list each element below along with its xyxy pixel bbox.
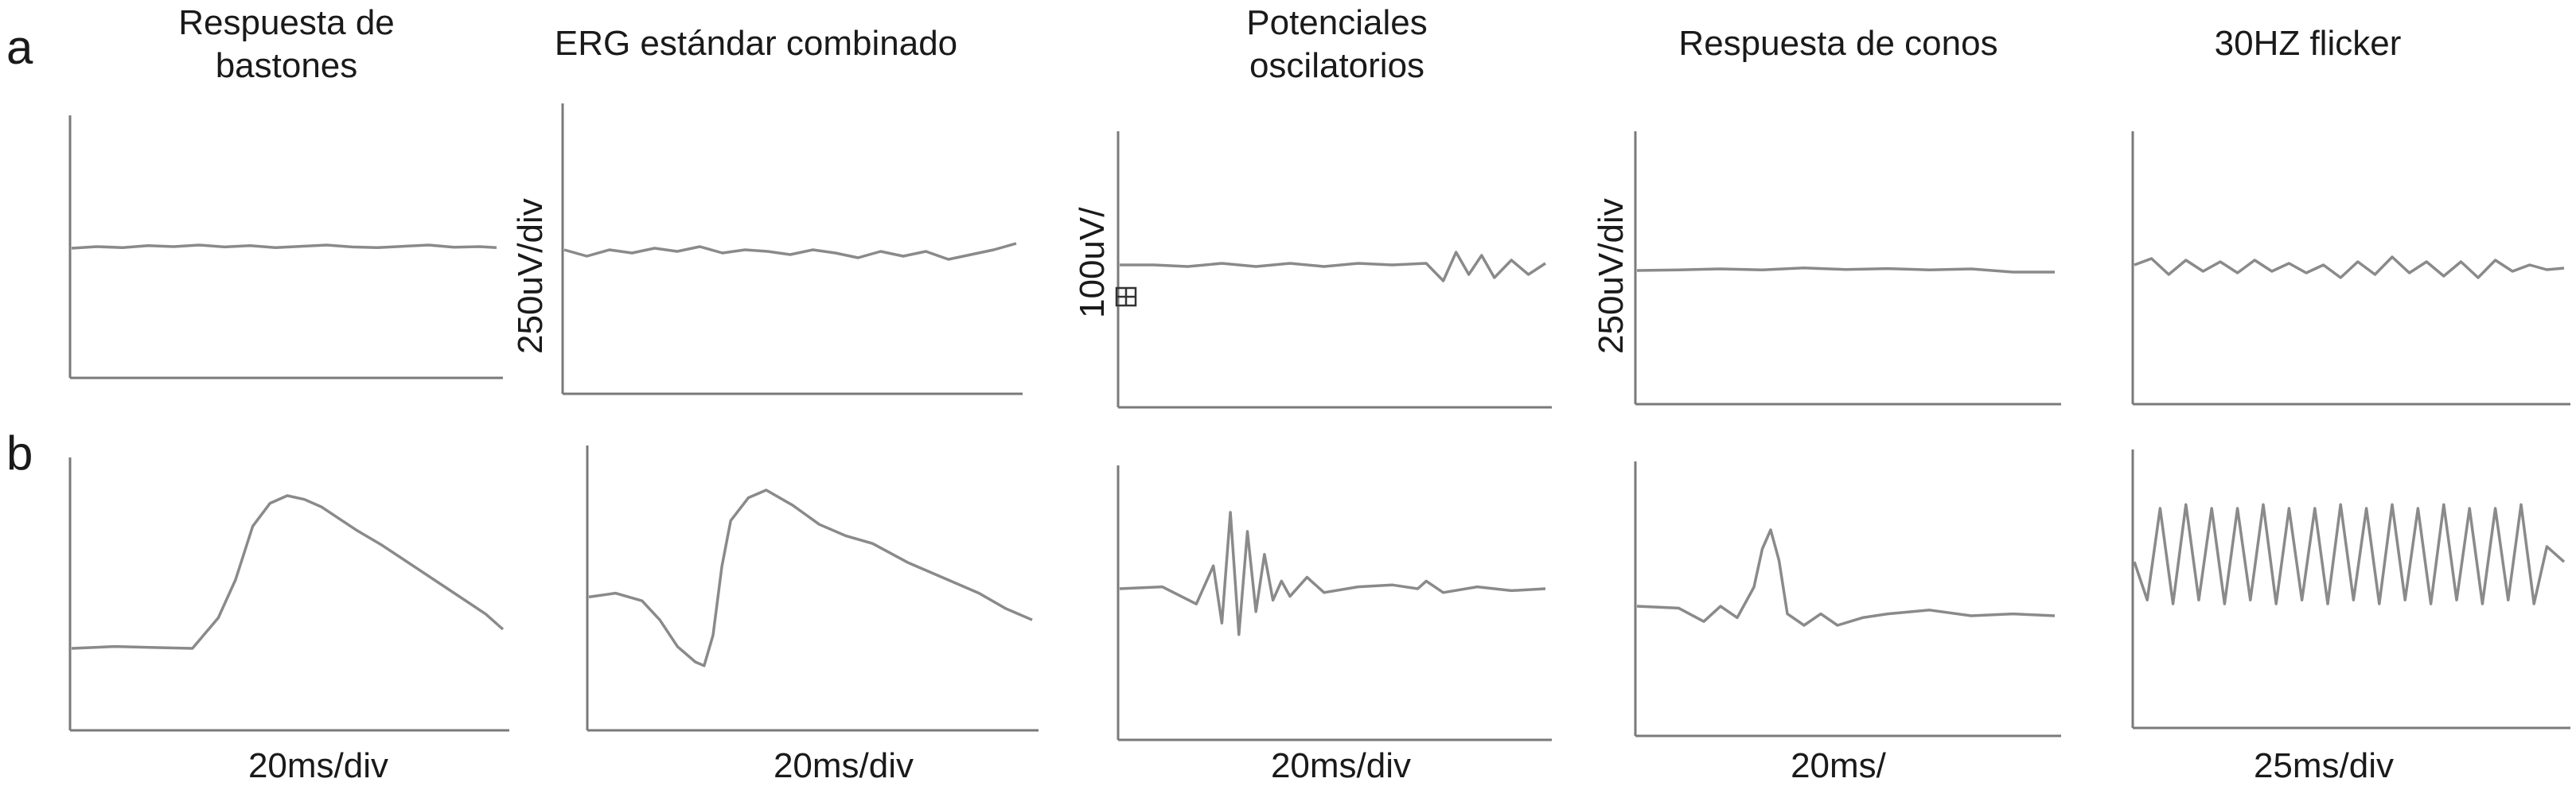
title-cones: Respuesta de conos	[1678, 24, 1998, 63]
title-oscillatory: Potenciales oscilatorios	[1246, 3, 1428, 85]
xlabel-cones: 20ms/	[1791, 746, 1886, 785]
trace-b-flicker	[2133, 503, 2566, 605]
trace-b-cones	[1636, 528, 2056, 627]
xlabel-flicker: 25ms/div	[2253, 746, 2395, 785]
marker-cross-icon	[1117, 288, 1136, 305]
title-combined: ERG estándar combinado	[554, 24, 958, 63]
xlabel-combined: 20ms/div	[773, 746, 914, 785]
trace-b-oscillatory	[1119, 511, 1546, 636]
xlabel-oscillatory: 20ms/div	[1270, 746, 1412, 785]
title-rods: Respuesta de bastones	[178, 3, 395, 85]
trace-a-cones	[1636, 267, 2055, 274]
trace-a-oscillatory	[1120, 251, 1546, 282]
row-label-a: a	[6, 21, 33, 74]
trace-b-combined	[588, 488, 1033, 667]
title-flicker: 30HZ flicker	[2214, 24, 2402, 63]
row-label-b: b	[6, 426, 33, 480]
trace-b-rods	[71, 494, 505, 650]
xlabel-rods: 20ms/div	[247, 746, 389, 785]
trace-a-flicker	[2134, 255, 2565, 279]
trace-a-rods	[71, 243, 497, 250]
trace-a-combined	[563, 242, 1017, 261]
